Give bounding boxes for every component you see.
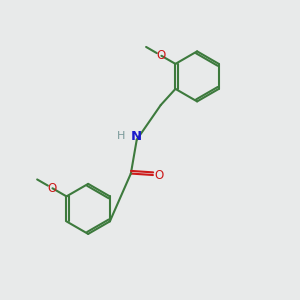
Text: O: O bbox=[157, 49, 166, 62]
Text: N: N bbox=[131, 130, 142, 143]
Text: O: O bbox=[155, 169, 164, 182]
Text: H: H bbox=[117, 131, 126, 141]
Text: O: O bbox=[48, 182, 57, 195]
